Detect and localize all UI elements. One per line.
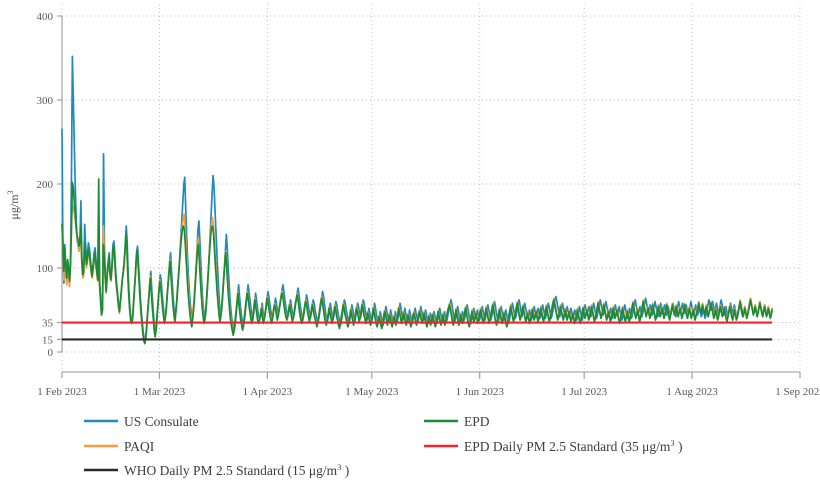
y-tick-label: 100 <box>37 263 54 275</box>
legend-label-tail: ) <box>675 439 683 454</box>
x-tick-label: 1 Jul 2023 <box>561 386 607 398</box>
x-tick-label: 1 Jun 2023 <box>456 386 505 398</box>
reference-lines <box>62 321 773 341</box>
data-series <box>61 55 773 345</box>
y-tick-label: 15 <box>42 334 54 346</box>
legend-label-text: EPD <box>464 414 490 429</box>
legend-label-exponent: 3 <box>670 438 674 448</box>
series-line-us-consulate <box>61 55 773 343</box>
legend-item[interactable]: PAQI <box>84 439 155 454</box>
chart-legend: US Consulate PAQI WHO Daily PM 2.5 Standar… <box>84 414 682 478</box>
legend-item[interactable]: EPD <box>424 414 490 429</box>
y-axis-title: μg/m3 <box>6 190 21 219</box>
legend-label-tail: ) <box>341 463 349 478</box>
x-tick-label: 1 May 2023 <box>345 386 399 398</box>
y-tick-label: 200 <box>37 179 54 191</box>
legend-label-text: US Consulate <box>124 414 199 429</box>
y-tick-label: 35 <box>42 318 54 330</box>
legend-label: PAQI <box>124 439 155 454</box>
series-line-epd <box>61 178 773 345</box>
legend-label: EPD <box>464 414 490 429</box>
legend-label-exponent: 3 <box>337 462 341 472</box>
y-tick-label: 300 <box>37 95 54 107</box>
x-axis-ticks: 1 Feb 2023 1 Mar 2023 1 Apr 2023 1 May 2023… <box>37 372 820 398</box>
x-tick-label: 1 Apr 2023 <box>243 386 293 398</box>
x-tick-label: 1 Aug 2023 <box>666 386 718 398</box>
legend-label-text: EPD Daily PM 2.5 Standard (35 μg/m <box>464 439 671 454</box>
y-axis-ticks: 015 35 100 200 300 400 <box>37 11 62 359</box>
legend-item[interactable]: WHO Daily PM 2.5 Standard (15 μg/m3 ) <box>84 462 349 478</box>
x-tick-label: 1 Feb 2023 <box>37 386 87 398</box>
legend-item[interactable]: EPD Daily PM 2.5 Standard (35 μg/m3 ) <box>424 438 682 454</box>
y-axis-title-text: μg/m <box>7 194 21 220</box>
legend-label: US Consulate <box>124 414 199 429</box>
legend-label-text: PAQI <box>124 439 155 454</box>
legend-label-text: WHO Daily PM 2.5 Standard (15 μg/m <box>124 463 338 478</box>
x-axis-line <box>61 371 801 378</box>
y-tick-label: 400 <box>37 11 54 23</box>
y-axis-title-exponent: 3 <box>6 190 15 194</box>
x-tick-label: 1 Mar 2023 <box>134 386 186 398</box>
x-tick-label: 1 Sep 2023 <box>775 386 820 398</box>
legend-label: WHO Daily PM 2.5 Standard (15 μg/m3 ) <box>124 462 349 478</box>
legend-label: EPD Daily PM 2.5 Standard (35 μg/m3 ) <box>464 438 682 454</box>
legend-item[interactable]: US Consulate <box>84 414 199 429</box>
y-tick-label: 0 <box>48 347 54 359</box>
